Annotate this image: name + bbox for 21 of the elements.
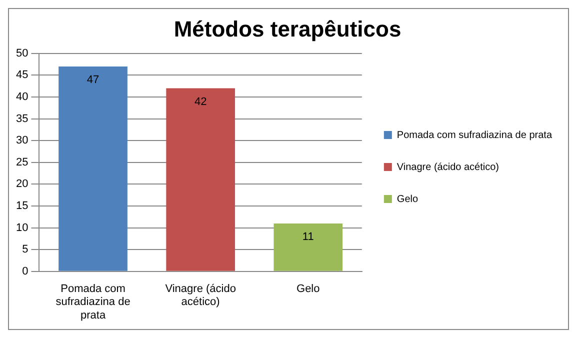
y-tick-label: 30 bbox=[16, 134, 28, 147]
legend-label: Gelo bbox=[396, 194, 418, 205]
y-tick-label: 50 bbox=[16, 47, 28, 60]
y-tick-label: 45 bbox=[16, 69, 28, 82]
legend-label: Pomada com sufradiazina de prata bbox=[396, 130, 552, 141]
y-tick-label: 35 bbox=[16, 112, 28, 125]
data-label: 11 bbox=[302, 230, 314, 243]
y-tick-label: 10 bbox=[16, 222, 28, 234]
y-tick-label: 40 bbox=[16, 91, 28, 104]
y-tick-label: 25 bbox=[16, 156, 28, 168]
data-label: 47 bbox=[86, 74, 100, 86]
y-tick-label: 15 bbox=[16, 200, 28, 212]
y-tick-label: 20 bbox=[16, 178, 28, 190]
chart-title: Métodos terapêuticos bbox=[174, 16, 402, 42]
x-tick-label: Gelo bbox=[296, 283, 320, 296]
data-label: 42 bbox=[194, 96, 207, 108]
y-tick-label: 5 bbox=[22, 244, 28, 256]
y-tick-label: 0 bbox=[22, 265, 28, 278]
x-tick-label: Pomada com sufradiazina de prata bbox=[56, 283, 130, 322]
x-tick-label: Vinagre (ácido acético) bbox=[165, 283, 236, 308]
legend-label: Vinagre (ácido acético) bbox=[396, 162, 500, 173]
